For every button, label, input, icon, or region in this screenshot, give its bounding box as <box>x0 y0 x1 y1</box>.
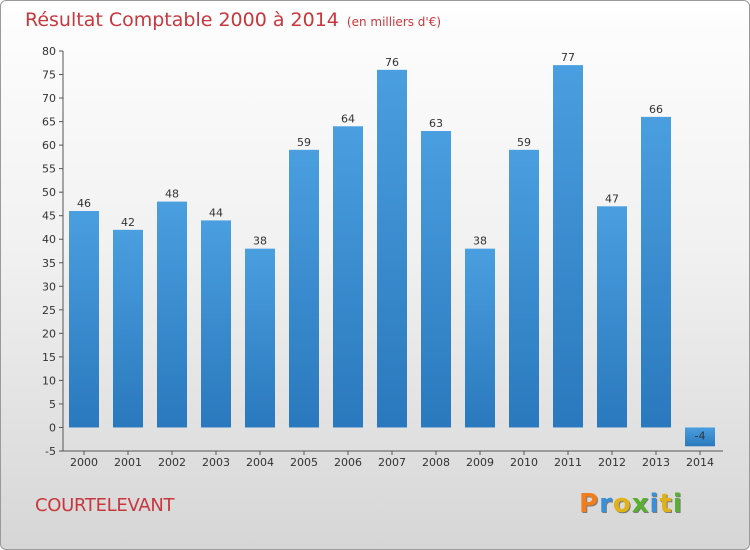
bar <box>113 229 143 428</box>
x-tick-label: 2003 <box>202 456 230 469</box>
y-tick-label: 20 <box>42 327 56 340</box>
bar <box>553 65 583 428</box>
data-label: 59 <box>297 136 311 149</box>
y-tick-label: 5 <box>49 398 56 411</box>
y-tick-label: -5 <box>45 445 56 458</box>
bar <box>685 427 715 447</box>
bar <box>465 248 495 428</box>
data-label: 66 <box>649 103 663 116</box>
data-label: 42 <box>121 216 135 229</box>
x-tick-label: 2004 <box>246 456 274 469</box>
bar <box>597 206 627 428</box>
data-label: 38 <box>473 235 487 248</box>
chart-title-text: Résultat Comptable 2000 à 2014 <box>25 9 339 31</box>
bar <box>377 69 407 428</box>
x-tick-label: 2005 <box>290 456 318 469</box>
y-tick-label: 25 <box>42 304 56 317</box>
proxiti-logo: Proxiti <box>579 489 683 519</box>
bar <box>201 220 231 428</box>
y-tick-label: 0 <box>49 421 56 434</box>
x-tick-label: 2012 <box>598 456 626 469</box>
y-tick-label: 60 <box>42 139 56 152</box>
data-label: 76 <box>385 56 399 69</box>
y-tick-label: 10 <box>42 374 56 387</box>
data-label: 59 <box>517 136 531 149</box>
bar <box>509 149 539 428</box>
data-label: 64 <box>341 112 355 125</box>
y-tick-label: 45 <box>42 210 56 223</box>
brand-letter: P <box>579 489 600 519</box>
x-tick-label: 2013 <box>642 456 670 469</box>
x-tick-label: 2006 <box>334 456 362 469</box>
brand-letter: r <box>599 489 613 519</box>
y-tick-label: 40 <box>42 233 56 246</box>
data-label: 48 <box>165 188 179 201</box>
x-tick-label: 2001 <box>114 456 142 469</box>
data-label: 44 <box>209 206 223 219</box>
data-label: 38 <box>253 235 267 248</box>
y-tick-label: 70 <box>42 92 56 105</box>
bar <box>245 248 275 428</box>
bar <box>421 131 451 428</box>
y-tick-label: 75 <box>42 69 56 82</box>
y-tick-label: 50 <box>42 186 56 199</box>
y-tick-label: 30 <box>42 280 56 293</box>
x-tick-label: 2010 <box>510 456 538 469</box>
x-tick-label: 2007 <box>378 456 406 469</box>
x-tick-label: 2002 <box>158 456 186 469</box>
y-tick-label: 15 <box>42 351 56 364</box>
x-tick-label: 2009 <box>466 456 494 469</box>
bar <box>333 126 363 428</box>
brand-letter: x <box>631 489 650 519</box>
bar <box>641 116 671 428</box>
y-tick-label: 35 <box>42 257 56 270</box>
brand-letter: o <box>612 489 632 519</box>
data-label: 47 <box>605 192 619 205</box>
commune-name: COURTELEVANT <box>35 495 175 516</box>
bar <box>289 149 319 428</box>
x-tick-label: 2014 <box>686 456 714 469</box>
data-label: -4 <box>695 429 706 442</box>
y-tick-label: 80 <box>42 45 56 58</box>
chart-title: Résultat Comptable 2000 à 2014 (en millie… <box>25 7 441 33</box>
y-tick-label: 65 <box>42 116 56 129</box>
x-tick-label: 2011 <box>554 456 582 469</box>
brand-letter: i <box>649 489 660 519</box>
brand-letter: t <box>659 489 673 519</box>
y-tick-label: 55 <box>42 163 56 176</box>
x-tick-label: 2008 <box>422 456 450 469</box>
bar <box>157 201 187 428</box>
x-tick-label: 2000 <box>70 456 98 469</box>
chart-subtitle: (en milliers d'€) <box>346 15 442 29</box>
data-label: 63 <box>429 117 443 130</box>
data-label: 46 <box>77 197 91 210</box>
bar <box>69 211 99 428</box>
brand-letter: i <box>672 489 683 519</box>
data-label: 77 <box>561 51 575 64</box>
